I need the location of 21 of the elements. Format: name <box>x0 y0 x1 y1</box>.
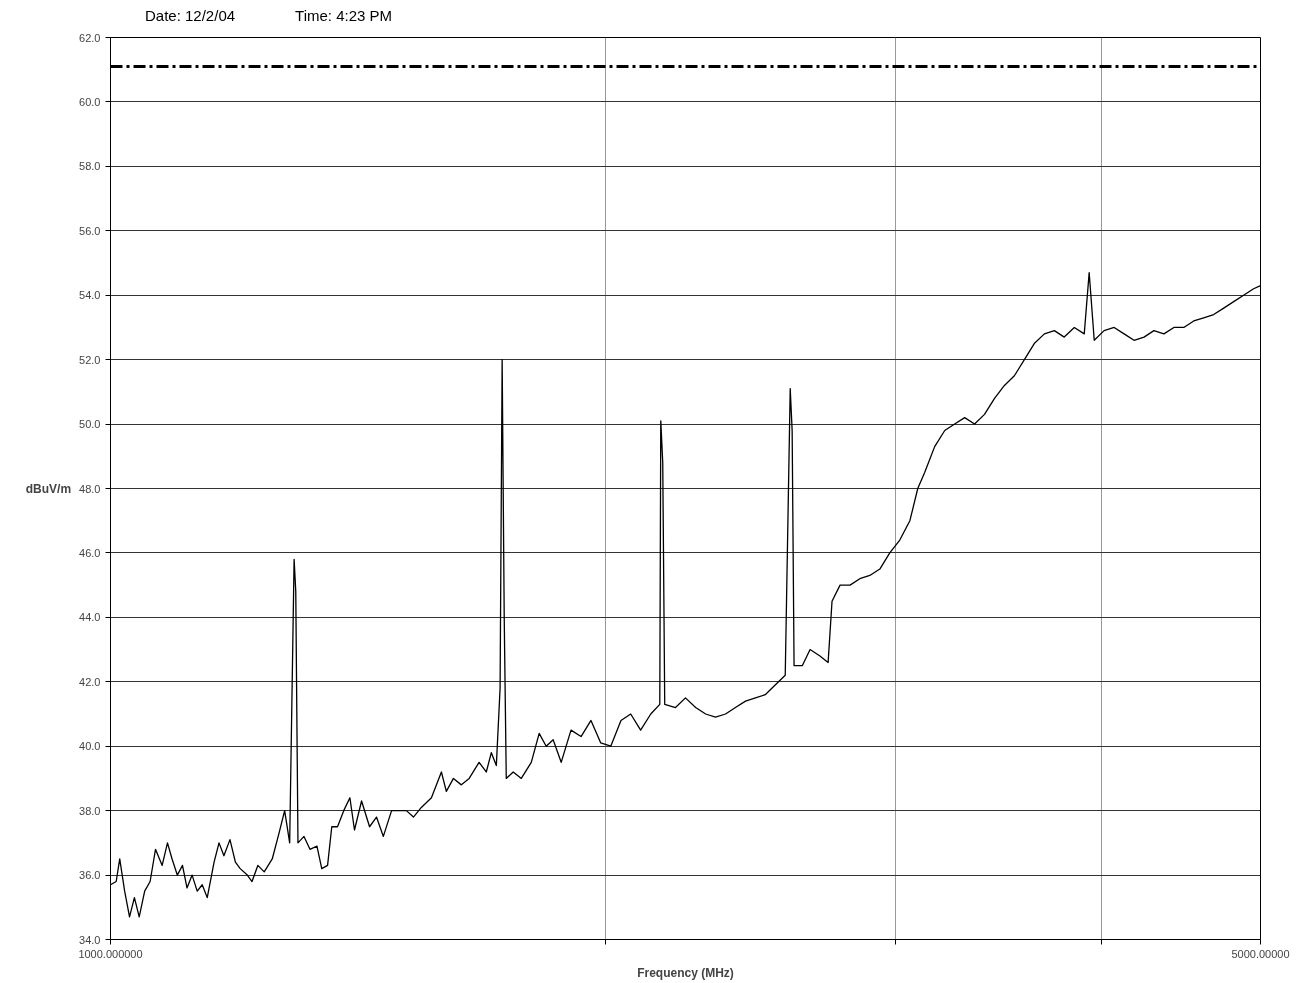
text: Date: 12/2/04 <box>145 7 236 24</box>
y-tick-label: 38.0 <box>79 804 101 817</box>
y-tick-label: 34.0 <box>79 933 101 946</box>
x-axis-title: Frequency (MHz) <box>637 965 734 980</box>
y-tick-label: 56.0 <box>79 224 101 237</box>
x-tick-label: 5000.00000 <box>1231 947 1290 960</box>
y-tick-label: 48.0 <box>79 482 101 495</box>
y-axis-title: dBuV/m <box>25 481 72 496</box>
y-tick-label: 50.0 <box>79 418 101 431</box>
y-tick-label: 60.0 <box>79 95 101 108</box>
y-tick-label: 36.0 <box>79 869 101 882</box>
y-tick-label: 42.0 <box>79 675 101 688</box>
y-tick-label: 44.0 <box>79 611 101 624</box>
y-tick-label: 62.0 <box>79 31 101 44</box>
y-tick-label: 40.0 <box>79 740 101 753</box>
y-tick-label: 52.0 <box>79 353 101 366</box>
text: Time: 4:23 PM <box>295 7 393 24</box>
y-tick-label: 46.0 <box>79 546 101 559</box>
y-tick-label: 58.0 <box>79 160 101 173</box>
y-tick-label: 54.0 <box>79 289 101 302</box>
x-tick-label: 1000.000000 <box>78 947 143 960</box>
